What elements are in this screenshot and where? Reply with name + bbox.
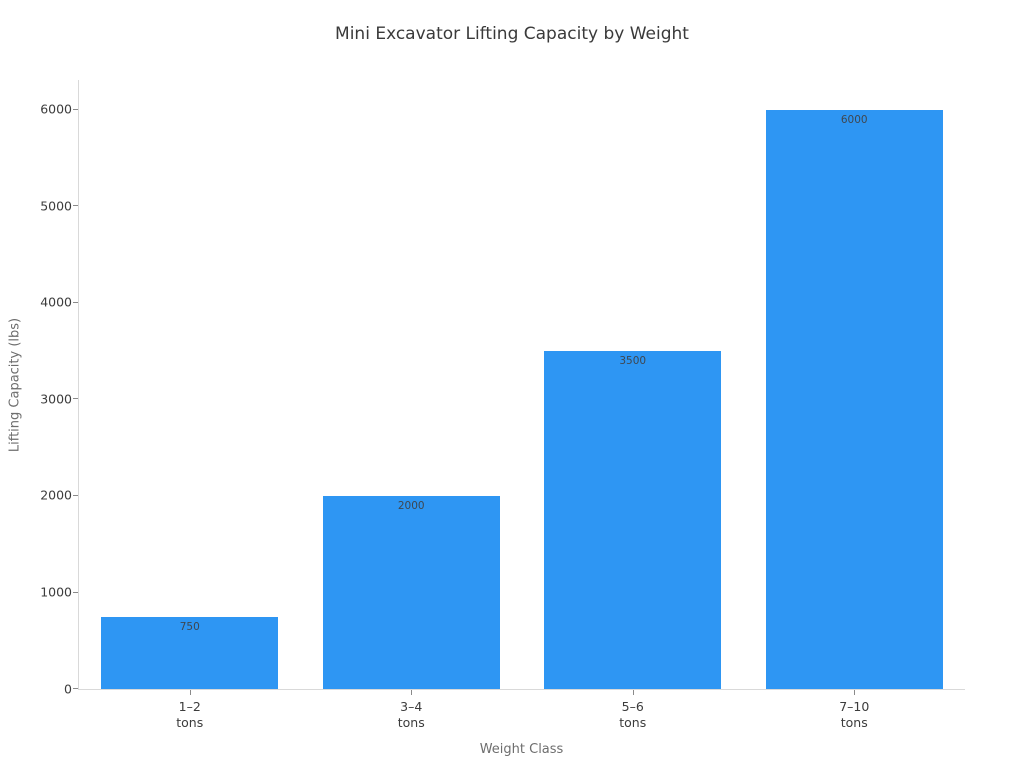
x-tick-mark — [411, 690, 413, 695]
bar-value-label: 2000 — [397, 499, 425, 512]
y-tick-label: 0 — [64, 680, 72, 696]
y-tick-label: 5000 — [40, 198, 72, 214]
y-tick-label: 1000 — [40, 584, 72, 600]
bar-value-label: 750 — [179, 620, 200, 633]
x-tick-label-line2: tons — [619, 715, 647, 730]
x-tick-label-line2: tons — [397, 715, 425, 730]
y-tick-mark — [73, 591, 78, 593]
y-tick-mark — [73, 205, 78, 207]
bar-value-label: 6000 — [840, 113, 868, 126]
x-tick-label-line1: 3–4 — [400, 699, 423, 714]
x-axis-title: Weight Class — [479, 742, 564, 757]
bar: 2000 — [322, 495, 500, 689]
bar: 3500 — [544, 351, 722, 689]
x-tick-label: 5–6 tons — [619, 699, 646, 731]
bar: 6000 — [765, 109, 943, 689]
y-tick-label: 4000 — [40, 294, 72, 310]
plot-area: 0 1000 2000 3000 4000 5000 6000 750 1–2 tons 2000 3… — [40, 80, 965, 730]
bar-value-label: 3500 — [619, 355, 647, 368]
x-tick-label: 7–10 tons — [839, 699, 869, 731]
y-tick-mark — [73, 398, 78, 400]
x-tick-label-line1: 5–6 — [621, 699, 644, 714]
y-tick-mark — [73, 494, 78, 496]
x-tick-label-line2: tons — [840, 715, 868, 730]
y-tick-label: 6000 — [40, 101, 72, 117]
y-tick-mark — [73, 108, 78, 110]
y-tick-label: 3000 — [40, 391, 72, 407]
chart-title: Mini Excavator Lifting Capacity by Weigh… — [335, 24, 689, 44]
x-tick-mark — [189, 690, 191, 695]
x-tick-label-line1: 7–10 — [839, 699, 870, 714]
y-tick-mark — [73, 301, 78, 303]
x-tick-label: 3–4 tons — [398, 699, 425, 731]
x-tick-label-line1: 1–2 — [178, 699, 201, 714]
bar: 750 — [101, 616, 279, 689]
x-tick-label-line2: tons — [176, 715, 204, 730]
x-tick-mark — [854, 690, 856, 695]
y-tick-mark — [73, 688, 78, 689]
x-tick-label: 1–2 tons — [176, 699, 203, 731]
x-tick-mark — [632, 690, 634, 695]
y-axis-title: Lifting Capacity (lbs) — [7, 317, 23, 453]
y-tick-label: 2000 — [40, 487, 72, 503]
